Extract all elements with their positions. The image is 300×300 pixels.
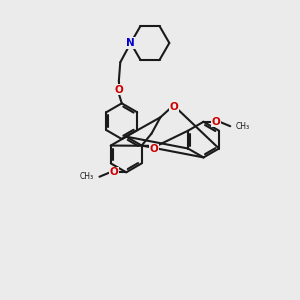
Text: O: O: [110, 167, 118, 177]
Text: CH₃: CH₃: [236, 122, 250, 131]
Text: O: O: [114, 85, 123, 95]
Text: CH₃: CH₃: [80, 172, 94, 181]
Text: N: N: [126, 38, 135, 48]
Text: O: O: [169, 102, 178, 112]
Text: O: O: [212, 117, 220, 127]
Text: O: O: [149, 144, 158, 154]
